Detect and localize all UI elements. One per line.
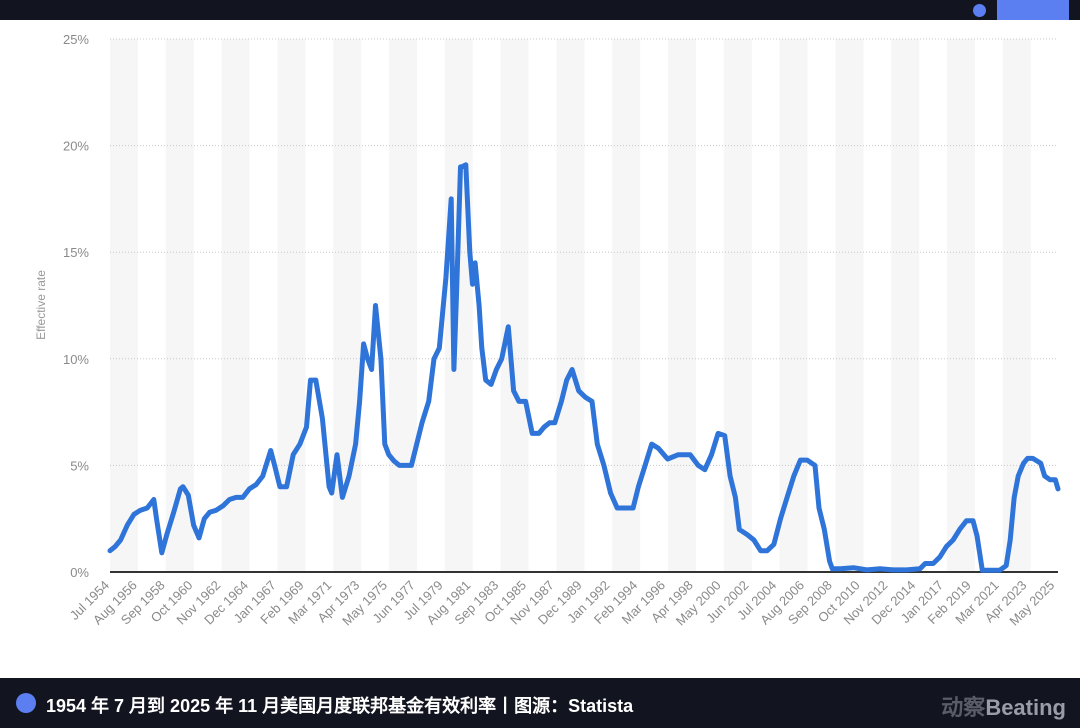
caption-text: 1954 年 7 月到 2025 年 11 月美国月度联邦基金有效利率丨图源：S… — [46, 696, 634, 716]
chart: 0% 5% 10% 15% 20% 25% Effective rate Jul 1954 Au… — [0, 20, 1080, 678]
top-bar — [0, 0, 1080, 20]
background-stripe — [612, 39, 641, 572]
background-stripe — [556, 39, 585, 572]
background-stripe — [333, 39, 362, 572]
rate-line — [107, 162, 1061, 573]
y-axis-label: Effective rate — [34, 270, 48, 340]
background-stripe — [668, 39, 696, 572]
indicator-block — [997, 0, 1069, 20]
background-stripe — [277, 39, 306, 572]
background-stripe — [444, 39, 473, 572]
brand-en: Beating — [985, 695, 1066, 720]
background-stripe — [221, 39, 250, 572]
background-stripe — [835, 39, 864, 572]
background-stripe — [891, 39, 920, 572]
y-tick-label: 25% — [63, 32, 89, 47]
y-tick-label: 0% — [70, 565, 89, 580]
background-stripe — [500, 39, 529, 572]
y-tick-label: 5% — [70, 458, 89, 473]
y-tick-label: 15% — [63, 245, 89, 260]
background-stripe — [779, 39, 808, 572]
background-stripe — [110, 39, 138, 572]
brand-logo: 动察Beating — [941, 690, 1066, 722]
background-stripe — [723, 39, 752, 572]
brand-cn: 动察 — [941, 695, 986, 720]
bullet-dot-icon — [16, 693, 36, 713]
indicator-dot-icon — [973, 4, 986, 17]
caption-bar: 1954 年 7 月到 2025 年 11 月美国月度联邦基金有效利率丨图源：S… — [0, 678, 1080, 728]
y-tick-label: 20% — [63, 139, 89, 154]
y-tick-label: 10% — [63, 352, 89, 367]
background-stripe — [389, 39, 417, 572]
background-stripe — [947, 39, 975, 572]
background-stripe — [165, 39, 194, 572]
